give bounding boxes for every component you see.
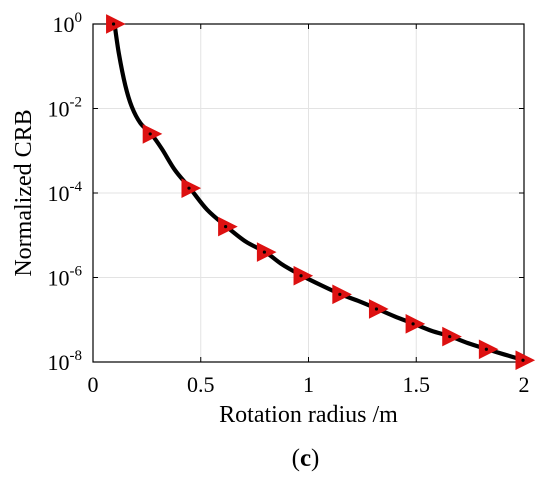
marker-triangle	[142, 124, 163, 144]
marker-triangle	[218, 216, 238, 237]
marker-center-dot	[299, 274, 303, 278]
marker-center-dot	[484, 347, 488, 351]
y-tick-exponent: -8	[70, 348, 83, 364]
marker-triangle	[256, 242, 277, 262]
marker-center-dot	[374, 307, 379, 311]
triangle-marker	[478, 339, 499, 360]
y-tick-base: 10	[48, 266, 70, 291]
x-tick-label: 2	[519, 372, 530, 397]
triangle-marker	[256, 242, 277, 262]
marker-triangle	[405, 314, 426, 334]
marker-triangle	[293, 265, 314, 286]
x-tick-labels: 0 0.5 1 1.5 2	[88, 372, 530, 397]
triangle-marker	[368, 299, 389, 319]
x-axis-title: Rotation radius /m	[219, 402, 398, 428]
x-tick-label: 1.5	[403, 372, 431, 397]
marker-triangle	[332, 284, 352, 305]
y-tick-label: 100	[53, 10, 83, 37]
figure-caption: (c)	[292, 445, 320, 472]
marker-center-dot	[148, 132, 152, 136]
triangle-marker	[515, 350, 536, 371]
y-tick-label: 10-4	[48, 179, 83, 206]
grid-lines	[92, 23, 525, 363]
caption-letter: c	[300, 445, 311, 472]
y-tick-exponent: -4	[70, 179, 83, 195]
triangle-marker	[106, 14, 126, 34]
x-tick-label: 0.5	[187, 372, 215, 397]
marker-center-dot	[411, 322, 415, 326]
x-tick-label: 1	[303, 372, 314, 397]
triangle-marker	[332, 284, 352, 305]
caption-open-paren: (	[292, 445, 300, 472]
y-tick-exponent: -6	[70, 264, 83, 280]
marker-triangle	[181, 178, 202, 198]
triangle-marker	[142, 124, 163, 144]
marker-center-dot	[111, 22, 116, 26]
y-tick-label: 10-8	[48, 348, 83, 375]
y-axis-title: Normalized CRB	[11, 109, 37, 276]
y-tick-label: 10-2	[48, 95, 83, 122]
y-tick-base: 10	[48, 350, 70, 375]
triangle-marker	[405, 314, 426, 334]
crb-curve	[112, 21, 527, 363]
marker-triangle	[442, 326, 462, 347]
y-tick-exponent: -2	[70, 95, 83, 111]
triangle-marker	[218, 216, 238, 237]
marker-center-dot	[521, 358, 525, 362]
triangle-marker	[442, 326, 462, 347]
marker-triangle	[368, 299, 389, 319]
triangle-marker	[293, 265, 314, 286]
marker-center-dot	[224, 225, 228, 229]
y-tick-exponent: 0	[75, 10, 83, 26]
x-tick-label: 0	[88, 372, 99, 397]
y-tick-label: 10-6	[48, 264, 83, 291]
marker-triangle	[106, 14, 126, 34]
caption-close-paren: )	[311, 445, 319, 472]
y-tick-base: 10	[53, 12, 75, 37]
marker-center-dot	[262, 250, 266, 254]
marker-center-dot	[187, 186, 191, 190]
marker-center-dot	[338, 292, 342, 296]
marker-triangle	[515, 350, 536, 371]
marker-triangle	[478, 339, 499, 360]
y-tick-base: 10	[48, 181, 70, 206]
triangle-marker	[181, 178, 202, 198]
series-layer	[106, 14, 536, 371]
y-tick-base: 10	[48, 97, 70, 122]
marker-center-dot	[448, 334, 452, 339]
